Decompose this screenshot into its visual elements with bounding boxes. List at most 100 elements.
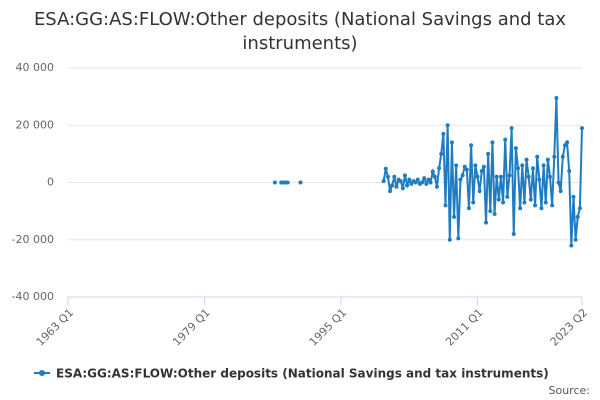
point (569, 243, 574, 248)
point (445, 123, 450, 128)
y-tick-label: 20 000 (16, 118, 55, 131)
point (522, 200, 527, 205)
y-tick-label: 0 (47, 176, 54, 189)
point (460, 173, 465, 178)
point (458, 177, 463, 182)
point (511, 232, 516, 237)
point (381, 179, 386, 184)
point (571, 194, 576, 199)
point (298, 180, 303, 185)
point (422, 176, 427, 181)
point (441, 131, 446, 136)
point (452, 214, 457, 219)
point (539, 206, 544, 211)
y-tick-label: -40 000 (12, 290, 54, 303)
x-tick-label: 2011 Q1 (443, 306, 486, 349)
point (494, 174, 499, 179)
point (488, 209, 493, 214)
point (484, 220, 489, 225)
point (541, 163, 546, 168)
x-tick-label: 2023 Q2 (548, 306, 591, 349)
point (558, 189, 563, 194)
point (409, 181, 414, 186)
point (486, 151, 491, 156)
point (533, 203, 538, 208)
point (516, 166, 521, 171)
point (518, 206, 523, 211)
point (501, 200, 506, 205)
chart-title: ESA:GG:AS:FLOW:Other deposits (National … (33, 9, 567, 54)
point (424, 181, 429, 186)
point (447, 237, 452, 242)
point (562, 143, 567, 148)
point (385, 174, 390, 179)
point (498, 174, 503, 179)
point (580, 126, 584, 131)
point (573, 237, 578, 242)
x-tick-label: 1963 Q1 (34, 306, 77, 349)
point (550, 203, 555, 208)
point (398, 179, 403, 184)
legend-marker (39, 370, 45, 376)
point (454, 163, 459, 168)
point (437, 166, 442, 171)
point (505, 194, 510, 199)
point (492, 211, 497, 216)
point (524, 157, 529, 162)
point (428, 180, 433, 185)
point (520, 163, 525, 168)
point (548, 174, 553, 179)
point (400, 186, 405, 191)
point (388, 189, 393, 194)
point (449, 140, 454, 145)
x-tick-label: 1979 Q1 (170, 306, 213, 349)
point (565, 140, 570, 145)
point (413, 180, 418, 185)
point (469, 143, 474, 148)
point (575, 214, 580, 219)
point (434, 184, 439, 189)
point (496, 197, 501, 202)
point (526, 174, 531, 179)
point (443, 203, 448, 208)
point (407, 177, 412, 182)
point (285, 180, 290, 185)
point (537, 177, 542, 182)
point (426, 177, 431, 182)
point (272, 180, 277, 185)
point (554, 96, 559, 101)
point (392, 174, 397, 179)
point (556, 180, 561, 185)
legend-label: ESA:GG:AS:FLOW:Other deposits (National … (56, 367, 549, 381)
point (481, 164, 486, 169)
point (390, 183, 395, 188)
point (490, 140, 495, 145)
point (507, 173, 512, 178)
point (545, 157, 550, 162)
y-tick-label: 40 000 (16, 61, 55, 74)
point (432, 174, 437, 179)
point (394, 184, 399, 189)
point (543, 200, 548, 205)
point (430, 169, 435, 174)
point (415, 177, 420, 182)
point (405, 183, 410, 188)
x-tick-label: 1995 Q1 (307, 306, 350, 349)
point (577, 206, 582, 211)
point (513, 146, 518, 151)
point (560, 154, 565, 159)
point (420, 180, 425, 185)
point (402, 173, 407, 178)
point (528, 197, 533, 202)
point (456, 236, 461, 241)
point (503, 137, 508, 142)
point (383, 166, 388, 171)
point (466, 206, 471, 211)
point (462, 164, 467, 169)
point (475, 174, 480, 179)
point (473, 163, 478, 168)
point (509, 126, 514, 131)
point (567, 169, 572, 174)
